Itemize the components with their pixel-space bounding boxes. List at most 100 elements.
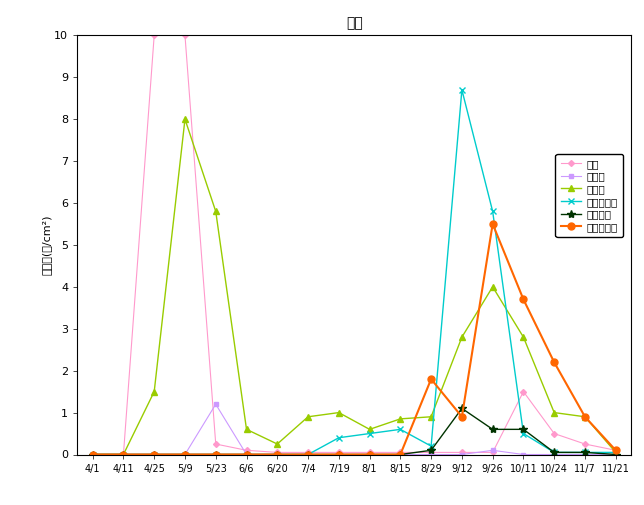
カナムグラ xyxy=(520,296,527,302)
イネ科 xyxy=(120,451,128,458)
ヒノキ xyxy=(612,451,620,458)
ヒノキ xyxy=(274,451,281,458)
ヨモギ属 xyxy=(304,451,312,458)
ブタクサ属 xyxy=(274,451,281,458)
イネ科 xyxy=(366,426,374,432)
ヒノキ xyxy=(120,451,128,458)
ヨモギ属 xyxy=(581,449,589,456)
カナムグラ xyxy=(458,414,466,420)
ブタクサ属 xyxy=(120,451,128,458)
スギ xyxy=(212,441,220,447)
スギ xyxy=(427,449,435,456)
ヨモギ属 xyxy=(212,451,220,458)
イネ科 xyxy=(458,334,466,340)
Line: スギ: スギ xyxy=(91,33,618,457)
ヒノキ xyxy=(551,451,558,458)
スギ xyxy=(335,449,343,456)
カナムグラ xyxy=(551,359,558,365)
スギ xyxy=(181,32,189,38)
スギ xyxy=(551,430,558,436)
スギ xyxy=(366,449,374,456)
イネ科 xyxy=(212,209,220,215)
ブタクサ属 xyxy=(397,426,404,432)
ヒノキ xyxy=(581,451,589,458)
ヨモギ属 xyxy=(89,451,97,458)
カナムグラ xyxy=(243,451,251,458)
カナムグラ xyxy=(274,451,281,458)
ブタクサ属 xyxy=(212,451,220,458)
ヨモギ属 xyxy=(551,449,558,456)
スギ xyxy=(489,449,497,456)
カナムグラ xyxy=(150,451,158,458)
スギ xyxy=(243,447,251,453)
ヨモギ属 xyxy=(458,406,466,412)
ブタクサ属 xyxy=(520,430,527,436)
カナムグラ xyxy=(489,221,497,227)
ヒノキ xyxy=(89,451,97,458)
カナムグラ xyxy=(89,451,97,458)
Line: ブタクサ属: ブタクサ属 xyxy=(89,86,620,458)
ヨモギ属 xyxy=(366,451,374,458)
ヒノキ xyxy=(150,451,158,458)
ヨモギ属 xyxy=(397,451,404,458)
カナムグラ xyxy=(120,451,128,458)
ブタクサ属 xyxy=(551,449,558,456)
スギ xyxy=(612,447,620,453)
カナムグラ xyxy=(335,451,343,458)
ヨモギ属 xyxy=(427,447,435,453)
ヒノキ xyxy=(397,451,404,458)
Line: ヨモギ属: ヨモギ属 xyxy=(88,404,620,459)
イネ科 xyxy=(551,410,558,416)
イネ科 xyxy=(304,414,312,420)
イネ科 xyxy=(89,451,97,458)
スギ xyxy=(397,449,404,456)
ヨモギ属 xyxy=(489,426,497,432)
ヒノキ xyxy=(212,401,220,407)
ブタクサ属 xyxy=(243,451,251,458)
スギ xyxy=(458,449,466,456)
ヨモギ属 xyxy=(150,451,158,458)
Line: ヒノキ: ヒノキ xyxy=(91,402,618,457)
イネ科 xyxy=(489,284,497,290)
カナムグラ xyxy=(427,376,435,382)
ブタクサ属 xyxy=(150,451,158,458)
カナムグラ xyxy=(397,451,404,458)
ブタクサ属 xyxy=(427,443,435,449)
ブタクサ属 xyxy=(304,451,312,458)
ヒノキ xyxy=(427,451,435,458)
ヒノキ xyxy=(243,451,251,458)
スギ xyxy=(89,451,97,458)
ヨモギ属 xyxy=(274,451,281,458)
スギ xyxy=(274,449,281,456)
イネ科 xyxy=(520,334,527,340)
カナムグラ xyxy=(581,414,589,420)
Y-axis label: 花粉数(個/cm²): 花粉数(個/cm²) xyxy=(41,215,52,275)
イネ科 xyxy=(581,414,589,420)
スギ xyxy=(581,441,589,447)
Line: カナムグラ: カナムグラ xyxy=(89,221,620,458)
ブタクサ属 xyxy=(458,87,466,93)
ブタクサ属 xyxy=(181,451,189,458)
ヒノキ xyxy=(458,451,466,458)
スギ xyxy=(304,449,312,456)
ヨモギ属 xyxy=(335,451,343,458)
ヨモギ属 xyxy=(520,426,527,432)
Line: イネ科: イネ科 xyxy=(89,116,620,458)
ブタクサ属 xyxy=(335,435,343,441)
ヨモギ属 xyxy=(120,451,128,458)
カナムグラ xyxy=(212,451,220,458)
カナムグラ xyxy=(366,451,374,458)
Legend: スギ, ヒノキ, イネ科, ブタクサ属, ヨモギ属, カナムグラ: スギ, ヒノキ, イネ科, ブタクサ属, ヨモギ属, カナムグラ xyxy=(555,154,623,237)
ヨモギ属 xyxy=(181,451,189,458)
スギ xyxy=(520,389,527,395)
イネ科 xyxy=(274,441,281,447)
イネ科 xyxy=(150,389,158,395)
カナムグラ xyxy=(181,451,189,458)
イネ科 xyxy=(243,426,251,432)
ブタクサ属 xyxy=(581,449,589,456)
ブタクサ属 xyxy=(489,209,497,215)
ヒノキ xyxy=(489,447,497,453)
ブタクサ属 xyxy=(612,449,620,456)
ブタクサ属 xyxy=(89,451,97,458)
ヒノキ xyxy=(181,451,189,458)
